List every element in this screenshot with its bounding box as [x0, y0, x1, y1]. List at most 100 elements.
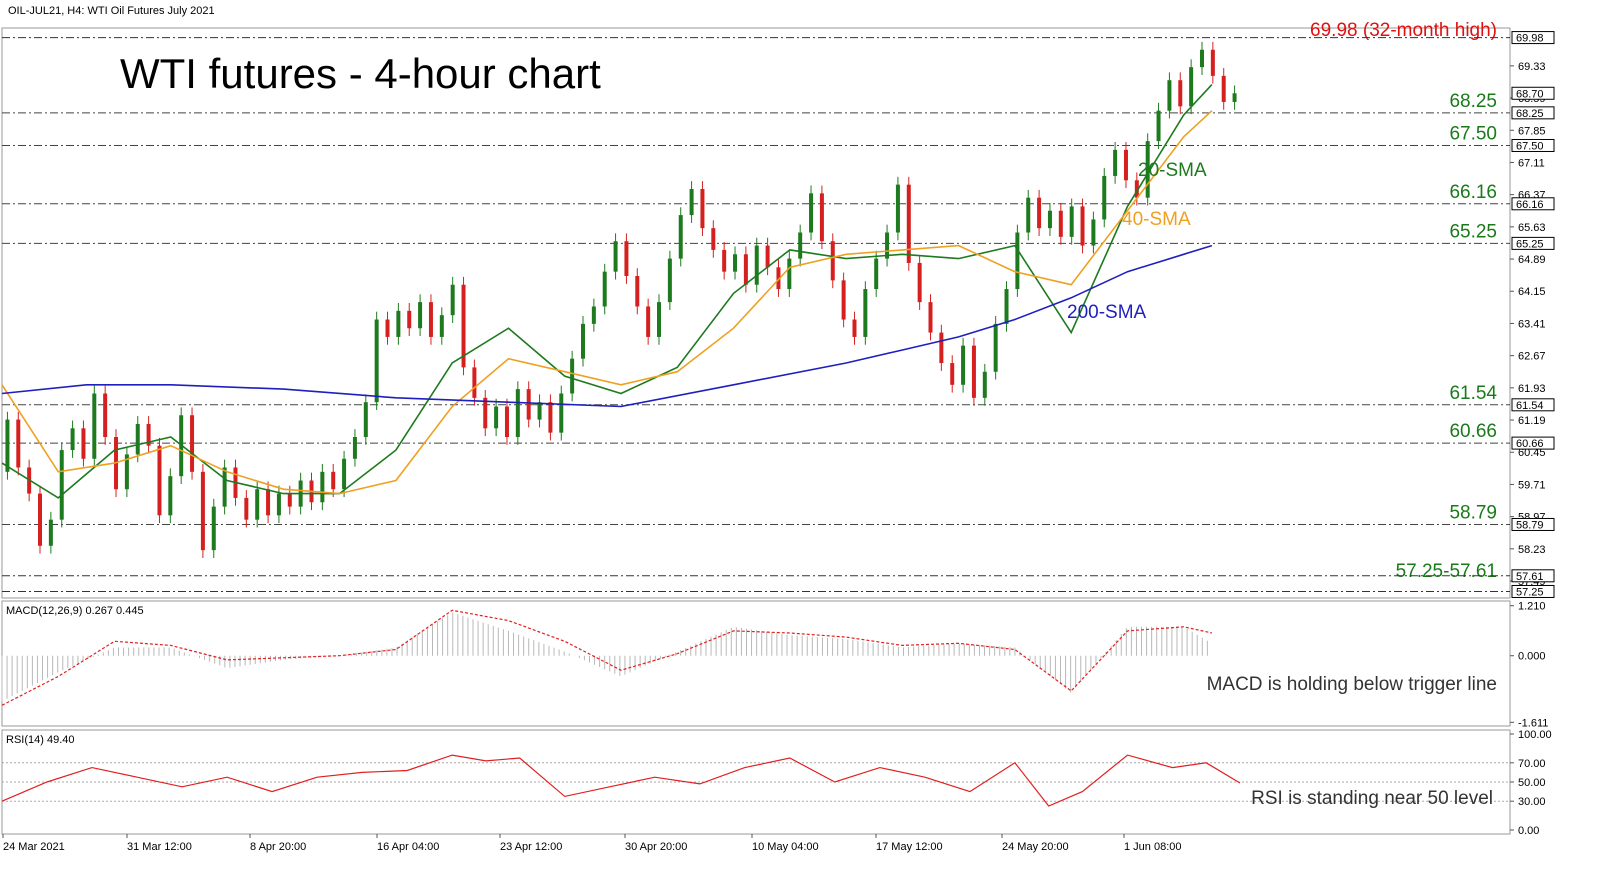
candle-body: [461, 284, 466, 368]
price-tick-label: 58.23: [1518, 544, 1546, 556]
candle-body: [418, 302, 423, 329]
candle-body: [135, 423, 140, 455]
candle-body: [1069, 206, 1074, 237]
rsi-line: [1, 754, 1241, 807]
candle-body: [743, 254, 748, 285]
candle-body: [16, 419, 21, 468]
candle-body: [591, 306, 596, 324]
price-tag-box: [1511, 584, 1555, 598]
range-label: 57.25-57.61: [1396, 561, 1497, 582]
candle-body: [928, 302, 933, 333]
time-tick-label: 10 May 04:00: [752, 841, 819, 853]
candle-body: [809, 193, 814, 233]
price-tag-label: 57.61: [1516, 571, 1544, 583]
price-tag-box: [1511, 517, 1555, 531]
candle-body: [971, 345, 976, 398]
price-tag-box: [1511, 86, 1555, 100]
rsi-tick-label: 70.00: [1518, 758, 1546, 770]
time-tick-label: 30 Apr 20:00: [625, 841, 687, 853]
sma-line-1: [1, 110, 1213, 495]
candle-body: [222, 467, 227, 507]
level-label: 68.25: [1449, 91, 1497, 112]
level-label: 66.16: [1449, 182, 1497, 203]
macd-indicator: 1.210 0.000 -1.611: [1, 601, 1548, 729]
price-tag-label: 58.79: [1516, 519, 1544, 531]
candle-body: [885, 232, 890, 259]
level-label: 65.25: [1449, 221, 1497, 242]
candle-body: [635, 276, 640, 307]
candle-body: [1232, 93, 1237, 102]
price-tick-label: 64.15: [1518, 286, 1546, 298]
sma-line-2: [1, 244, 1213, 408]
candle-body: [1026, 197, 1031, 233]
macd-note: MACD is holding below trigger line: [1207, 674, 1497, 695]
chart-title: WTI futures - 4-hour chart: [120, 50, 601, 97]
candle-body: [407, 310, 412, 329]
candle-body: [276, 493, 281, 516]
candle-body: [48, 519, 53, 546]
price-tick-label: 61.93: [1518, 383, 1546, 395]
candle-body: [1134, 180, 1139, 198]
price-tag-box: [1511, 236, 1555, 250]
candle-body: [124, 454, 129, 490]
candle-body: [819, 193, 824, 242]
candle-body: [689, 188, 694, 216]
candle-body: [374, 319, 379, 403]
candle-body: [320, 471, 325, 503]
candle-body: [1015, 232, 1020, 290]
price-tag-label: 68.25: [1516, 108, 1544, 120]
candle-body: [244, 497, 249, 520]
candle-body: [733, 254, 738, 272]
candle-body: [428, 302, 433, 337]
candle-body: [961, 345, 966, 385]
candle-body: [396, 310, 401, 337]
candle-body: [1113, 149, 1118, 176]
price-tag-box: [1511, 197, 1555, 211]
price-tag-label: 68.70: [1516, 88, 1544, 100]
candle-body: [863, 289, 868, 337]
candle-body: [537, 402, 542, 420]
price-tick-label: 60.45: [1518, 447, 1546, 459]
candle-body: [168, 476, 173, 516]
candle-body: [59, 450, 64, 520]
time-tick-label: 23 Apr 12:00: [500, 841, 562, 853]
candle-body: [352, 437, 357, 459]
candle-body: [472, 367, 477, 398]
price-tag-box: [1511, 436, 1555, 450]
support-resistance-levels: 68.25 67.50 66.16 65.25 61.54 60.66 58.79: [2, 37, 1510, 592]
price-tag-box: [1511, 138, 1555, 152]
candle-body: [1037, 197, 1042, 229]
candle-body: [657, 302, 662, 337]
price-tick-label: 67.85: [1518, 125, 1546, 137]
candle-body: [1102, 175, 1107, 220]
candle-body: [1123, 149, 1128, 181]
candle-body: [602, 271, 607, 307]
candle-body: [1004, 289, 1009, 324]
price-tag-box: [1511, 106, 1555, 120]
level-label: 67.50: [1449, 123, 1497, 144]
candle-body: [787, 258, 792, 290]
candle-body: [917, 262, 922, 303]
rsi-label: RSI(14) 49.40: [6, 734, 74, 746]
candle-body: [754, 245, 759, 285]
candle-body: [526, 389, 531, 420]
price-tag-label: 60.66: [1516, 438, 1544, 450]
price-tag-label: 66.16: [1516, 199, 1544, 211]
sma-200-label: 200-SMA: [1067, 302, 1147, 323]
macd-signal-line: [1, 609, 1213, 706]
candle-body: [157, 445, 162, 516]
candle-body: [678, 215, 683, 259]
candle-body: [146, 423, 151, 446]
candle-body: [81, 428, 86, 459]
candle-body: [798, 232, 803, 259]
candle-body: [38, 493, 43, 546]
candle-body: [255, 489, 260, 520]
time-tick-label: 16 Apr 04:00: [377, 841, 439, 853]
candle-body: [993, 323, 998, 372]
rsi-tick-label: 0.00: [1518, 825, 1539, 837]
candle-body: [439, 315, 444, 337]
symbol-info: OIL-JUL21, H4: WTI Oil Futures July 2021: [8, 5, 215, 17]
candle-body: [646, 306, 651, 337]
price-tag-label: 57.25: [1516, 586, 1544, 598]
